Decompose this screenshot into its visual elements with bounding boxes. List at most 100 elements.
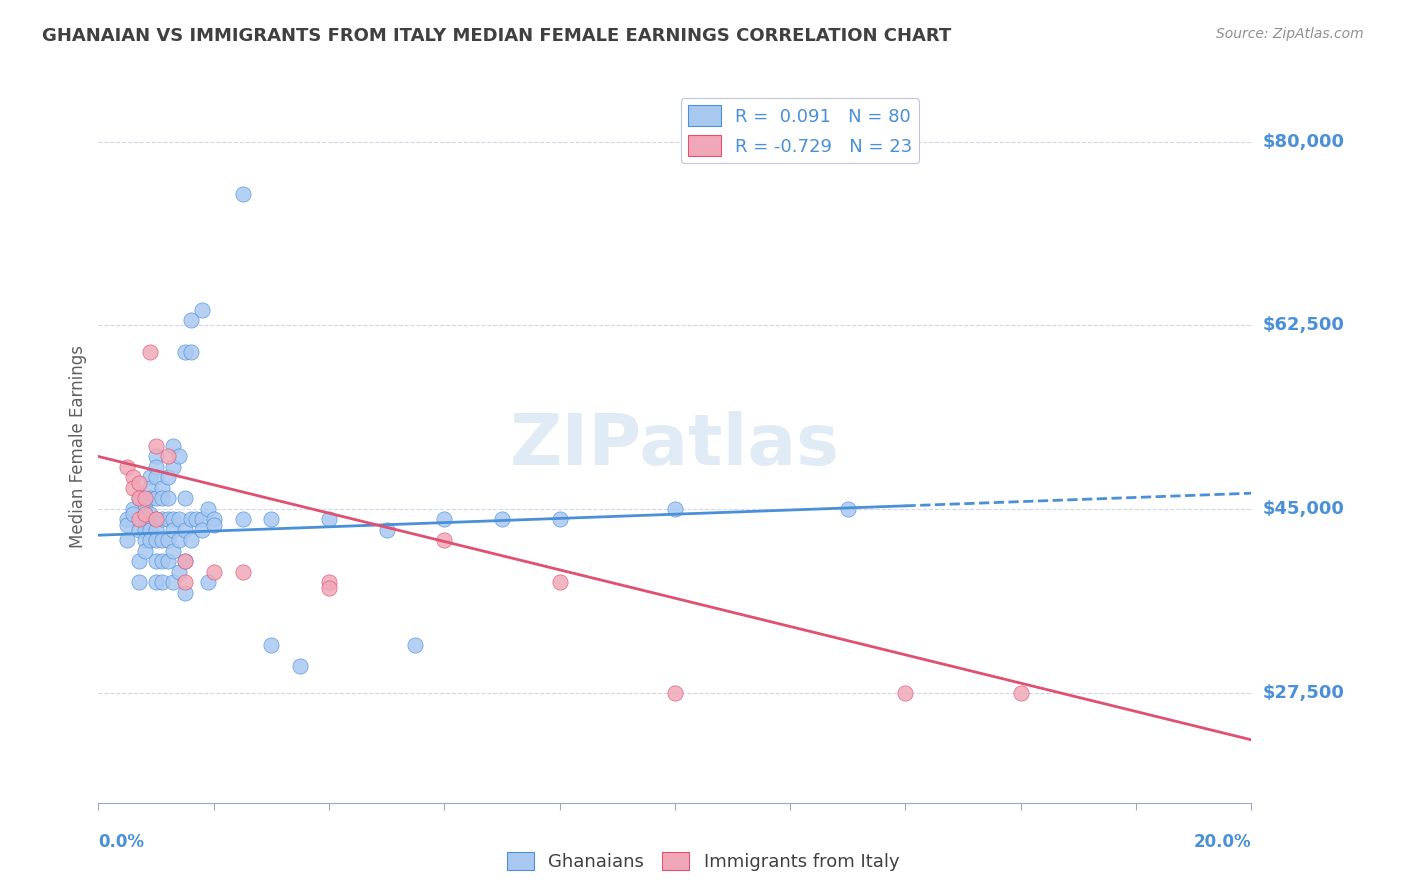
Point xyxy=(174,491,197,506)
Point xyxy=(202,565,225,579)
Point xyxy=(139,523,162,537)
Text: ZIPatlas: ZIPatlas xyxy=(510,411,839,481)
Point xyxy=(128,523,150,537)
Point xyxy=(145,512,167,526)
Point xyxy=(162,575,184,590)
Point xyxy=(134,507,156,521)
Point xyxy=(191,512,214,526)
Point xyxy=(433,533,456,548)
Point xyxy=(117,512,138,526)
Point xyxy=(231,512,254,526)
Point xyxy=(145,470,167,484)
Point xyxy=(260,639,283,653)
Point xyxy=(180,533,202,548)
Text: $45,000: $45,000 xyxy=(1263,500,1344,518)
Point xyxy=(134,491,156,506)
Point xyxy=(117,460,138,475)
Legend: R =  0.091   N = 80, R = -0.729   N = 23: R = 0.091 N = 80, R = -0.729 N = 23 xyxy=(681,98,920,163)
Point xyxy=(174,575,197,590)
Point xyxy=(433,512,456,526)
Point xyxy=(145,491,167,506)
Point xyxy=(122,502,145,516)
Point xyxy=(191,523,214,537)
Point xyxy=(145,575,167,590)
Point xyxy=(139,344,162,359)
Point xyxy=(150,554,173,568)
Point xyxy=(491,512,513,526)
Point xyxy=(156,554,179,568)
Point xyxy=(145,460,167,475)
Point xyxy=(139,481,162,495)
Point xyxy=(837,502,859,516)
Point xyxy=(202,517,225,532)
Point xyxy=(167,565,190,579)
Point xyxy=(145,450,167,464)
Point xyxy=(548,512,571,526)
Text: $62,500: $62,500 xyxy=(1263,317,1344,334)
Point xyxy=(405,639,427,653)
Point xyxy=(117,517,138,532)
Point xyxy=(128,554,150,568)
Point xyxy=(180,344,202,359)
Point xyxy=(548,575,571,590)
Point xyxy=(318,575,340,590)
Point xyxy=(128,491,150,506)
Point xyxy=(231,565,254,579)
Point xyxy=(664,502,686,516)
Point xyxy=(197,502,219,516)
Text: 20.0%: 20.0% xyxy=(1194,833,1251,851)
Point xyxy=(150,481,173,495)
Point xyxy=(145,523,167,537)
Point xyxy=(156,512,179,526)
Y-axis label: Median Female Earnings: Median Female Earnings xyxy=(69,344,87,548)
Point xyxy=(1010,685,1032,699)
Point xyxy=(145,512,167,526)
Point xyxy=(174,554,197,568)
Point xyxy=(174,344,197,359)
Point xyxy=(128,475,150,490)
Point xyxy=(145,439,167,453)
Point xyxy=(260,512,283,526)
Point xyxy=(128,512,150,526)
Point xyxy=(318,512,340,526)
Point xyxy=(156,491,179,506)
Point xyxy=(134,497,156,511)
Legend: Ghanaians, Immigrants from Italy: Ghanaians, Immigrants from Italy xyxy=(499,845,907,879)
Point xyxy=(156,533,179,548)
Point xyxy=(894,685,917,699)
Point xyxy=(167,512,190,526)
Text: GHANAIAN VS IMMIGRANTS FROM ITALY MEDIAN FEMALE EARNINGS CORRELATION CHART: GHANAIAN VS IMMIGRANTS FROM ITALY MEDIAN… xyxy=(42,27,952,45)
Point xyxy=(145,554,167,568)
Point xyxy=(375,523,398,537)
Point xyxy=(202,512,225,526)
Point xyxy=(162,544,184,558)
Point xyxy=(290,659,312,673)
Text: Source: ZipAtlas.com: Source: ZipAtlas.com xyxy=(1216,27,1364,41)
Point xyxy=(150,491,173,506)
Point xyxy=(122,481,145,495)
Point xyxy=(156,470,179,484)
Point xyxy=(128,491,150,506)
Point xyxy=(134,544,156,558)
Point xyxy=(167,533,190,548)
Point xyxy=(162,460,184,475)
Point xyxy=(186,512,208,526)
Point xyxy=(162,523,184,537)
Point xyxy=(664,685,686,699)
Point xyxy=(117,533,138,548)
Point xyxy=(134,512,156,526)
Point xyxy=(156,450,179,464)
Point xyxy=(174,586,197,600)
Point xyxy=(139,491,162,506)
Text: $27,500: $27,500 xyxy=(1263,683,1344,702)
Point xyxy=(139,507,162,521)
Point xyxy=(180,313,202,327)
Point xyxy=(162,439,184,453)
Point xyxy=(191,302,214,317)
Point xyxy=(231,187,254,202)
Point xyxy=(167,450,190,464)
Point xyxy=(122,507,145,521)
Point xyxy=(174,523,197,537)
Point xyxy=(197,575,219,590)
Point xyxy=(139,533,162,548)
